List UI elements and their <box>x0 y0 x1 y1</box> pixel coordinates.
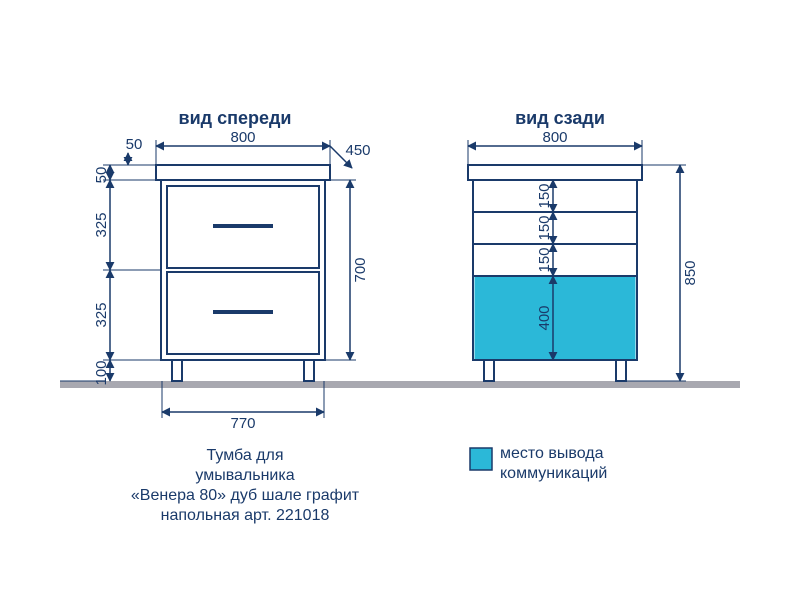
dim-front-h: 700 <box>352 257 369 282</box>
dim-front-leg: 100 <box>93 360 110 385</box>
dim-front-d2: 325 <box>93 302 110 327</box>
dim-rear-p2: 150 <box>536 247 553 272</box>
dim-front-d1: 325 <box>93 212 110 237</box>
dim-rear-width: 800 <box>542 129 567 146</box>
dim-front-legspan: 770 <box>230 415 255 432</box>
rear-view: вид сзади 800 150 150 150 400 850 <box>468 108 699 381</box>
legend-l1: место вывода <box>500 445 604 462</box>
drawing-canvas: вид спереди 800 450 50 50 325 325 100 70… <box>0 0 800 600</box>
legend-block: место вывода коммуникаций <box>470 445 607 482</box>
caption-l4: напольная арт. 221018 <box>161 507 330 524</box>
dim-rear-p3: 400 <box>536 305 553 330</box>
caption-l3: «Венера 80» дуб шале графит <box>131 487 360 504</box>
caption-l1: Тумба для <box>207 447 284 464</box>
caption-l2: умывальника <box>195 467 294 484</box>
rear-title: вид сзади <box>515 108 605 128</box>
caption-block: Тумба для умывальника «Венера 80» дуб ша… <box>131 447 360 524</box>
legend-l2: коммуникаций <box>500 465 607 482</box>
dim-rear-h: 850 <box>682 260 699 285</box>
dim-front-top50: 50 <box>126 136 143 153</box>
dim-front-50b: 50 <box>93 167 110 184</box>
dim-front-width: 800 <box>230 129 255 146</box>
dim-rear-p0: 150 <box>536 183 553 208</box>
legend-swatch <box>470 448 492 470</box>
front-title: вид спереди <box>179 108 292 128</box>
dim-front-depth: 450 <box>345 142 370 159</box>
dim-rear-p1: 150 <box>536 215 553 240</box>
